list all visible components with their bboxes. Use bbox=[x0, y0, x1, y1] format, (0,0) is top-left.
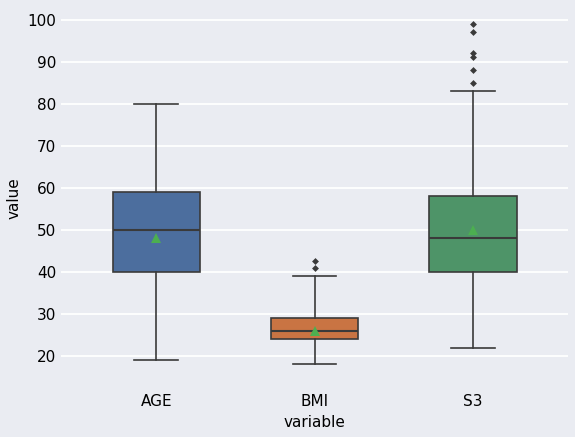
X-axis label: variable: variable bbox=[283, 415, 346, 430]
Y-axis label: value: value bbox=[7, 177, 22, 219]
PathPatch shape bbox=[113, 192, 200, 272]
PathPatch shape bbox=[430, 196, 516, 272]
PathPatch shape bbox=[271, 318, 358, 339]
